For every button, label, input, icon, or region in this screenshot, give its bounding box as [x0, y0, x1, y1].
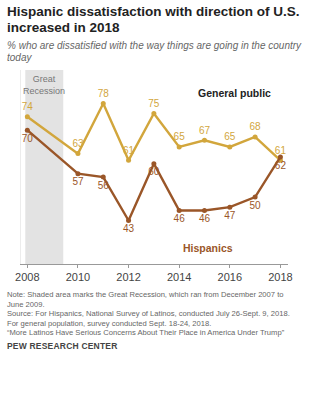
svg-text:65: 65 — [224, 131, 236, 142]
svg-text:61: 61 — [275, 145, 287, 156]
svg-text:2010: 2010 — [66, 271, 90, 283]
svg-text:70: 70 — [22, 133, 34, 144]
svg-text:GreatRecession: GreatRecession — [23, 74, 65, 96]
svg-text:Hispanics: Hispanics — [183, 242, 233, 254]
svg-text:63: 63 — [72, 138, 84, 149]
svg-text:2012: 2012 — [116, 271, 140, 283]
html-text:Note: Shaded area marks the Gr: Note: Shaded area marks the Great Recess… — [7, 290, 284, 309]
svg-text:65: 65 — [174, 131, 186, 142]
html-text:“More Latinos Have Serious Con: “More Latinos Have Serious Concerns Abou… — [7, 328, 285, 338]
svg-text:60: 60 — [148, 166, 160, 177]
svg-text:74: 74 — [22, 101, 34, 112]
svg-text:75: 75 — [148, 98, 160, 109]
svg-text:General public: General public — [198, 87, 271, 99]
svg-text:46: 46 — [199, 213, 211, 224]
svg-text:43: 43 — [123, 223, 135, 234]
html-text:Source: For Hispanics, Nationa: Source: For Hispanics, National Survey o… — [7, 309, 290, 328]
svg-text:57: 57 — [72, 176, 84, 187]
svg-text:61: 61 — [123, 145, 135, 156]
svg-text:67: 67 — [199, 125, 211, 136]
svg-text:50: 50 — [250, 200, 262, 211]
svg-text:47: 47 — [224, 210, 236, 221]
html-text:Hispanic dissatisfaction with: Hispanic dissatisfaction with direction … — [7, 4, 300, 35]
svg-text:78: 78 — [98, 88, 110, 99]
svg-text:2008: 2008 — [15, 271, 39, 283]
svg-text:62: 62 — [275, 160, 287, 171]
svg-text:56: 56 — [98, 180, 110, 191]
html-text:% who are dissatisfied with th: % who are dissatisfied with the way thin… — [7, 40, 302, 63]
svg-text:2014: 2014 — [167, 271, 191, 283]
svg-text:2016: 2016 — [218, 271, 242, 283]
svg-text:46: 46 — [174, 213, 186, 224]
html-text:PEW RESEARCH CENTER: PEW RESEARCH CENTER — [7, 341, 118, 351]
svg-text:68: 68 — [250, 121, 262, 132]
svg-text:2018: 2018 — [268, 271, 292, 283]
